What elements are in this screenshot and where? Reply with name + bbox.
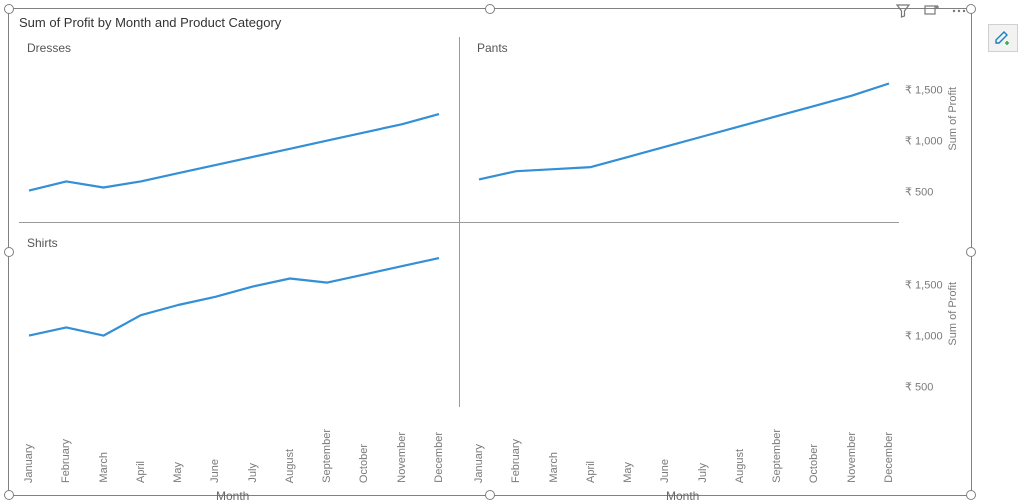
visual-toolbar [894,2,968,20]
panel-dresses: Dresses [19,37,449,212]
x-tick: August [284,449,296,483]
horizontal-divider [19,222,899,223]
x-tick: December [883,432,895,483]
x-axis-labels-right: January February March April May June July Augu… [469,413,899,483]
resize-handle-mid-left[interactable] [4,247,14,257]
y-axis-title-top: Sum of Profit [947,87,959,151]
panel-label-pants: Pants [469,37,899,59]
x-tick: October [808,444,820,483]
edit-visual-button[interactable] [988,24,1018,52]
resize-handle-bottom-right[interactable] [966,490,976,500]
x-tick: June [659,459,671,483]
x-tick: October [358,444,370,483]
plot-area: Dresses Pants Shirts ₹ 1,500₹ 1,000₹ 500… [19,37,919,487]
x-tick: September [321,429,333,483]
y-axis-title-bottom: Sum of Profit [947,282,959,346]
resize-handle-top-left[interactable] [4,4,14,14]
resize-handle-bottom-mid[interactable] [485,490,495,500]
x-tick: April [585,461,597,483]
line-chart-dresses [19,59,449,212]
focus-mode-icon[interactable] [922,2,940,20]
x-tick: November [396,432,408,483]
panel-pants: Pants [469,37,899,212]
x-tick: September [771,429,783,483]
x-tick: January [23,444,35,483]
x-tick: March [548,452,560,483]
x-axis-labels-left: January February March April May June July Augu… [19,413,449,483]
x-tick: February [60,439,72,483]
x-tick: February [510,439,522,483]
chart-title: Sum of Profit by Month and Product Categ… [19,15,281,30]
x-tick: March [98,452,110,483]
x-axis-title-left: Month [216,489,249,503]
resize-handle-top-mid[interactable] [485,4,495,14]
line-chart-shirts [19,254,449,407]
x-axis-title-right: Month [666,489,699,503]
resize-handle-bottom-left[interactable] [4,490,14,500]
filter-icon[interactable] [894,2,912,20]
more-options-icon[interactable] [950,2,968,20]
x-tick: May [172,462,184,483]
x-tick: January [473,444,485,483]
x-tick: July [247,463,259,483]
panel-shirts: Shirts [19,232,449,407]
chart-visual-container[interactable]: Sum of Profit by Month and Product Categ… [8,8,972,496]
panel-label-dresses: Dresses [19,37,449,59]
x-tick: July [697,463,709,483]
line-chart-pants [469,59,899,212]
x-tick: December [433,432,445,483]
x-tick: June [209,459,221,483]
x-tick: April [135,461,147,483]
resize-handle-mid-right[interactable] [966,247,976,257]
x-tick: November [846,432,858,483]
x-tick: August [734,449,746,483]
panel-label-shirts: Shirts [19,232,449,254]
x-tick: May [622,462,634,483]
